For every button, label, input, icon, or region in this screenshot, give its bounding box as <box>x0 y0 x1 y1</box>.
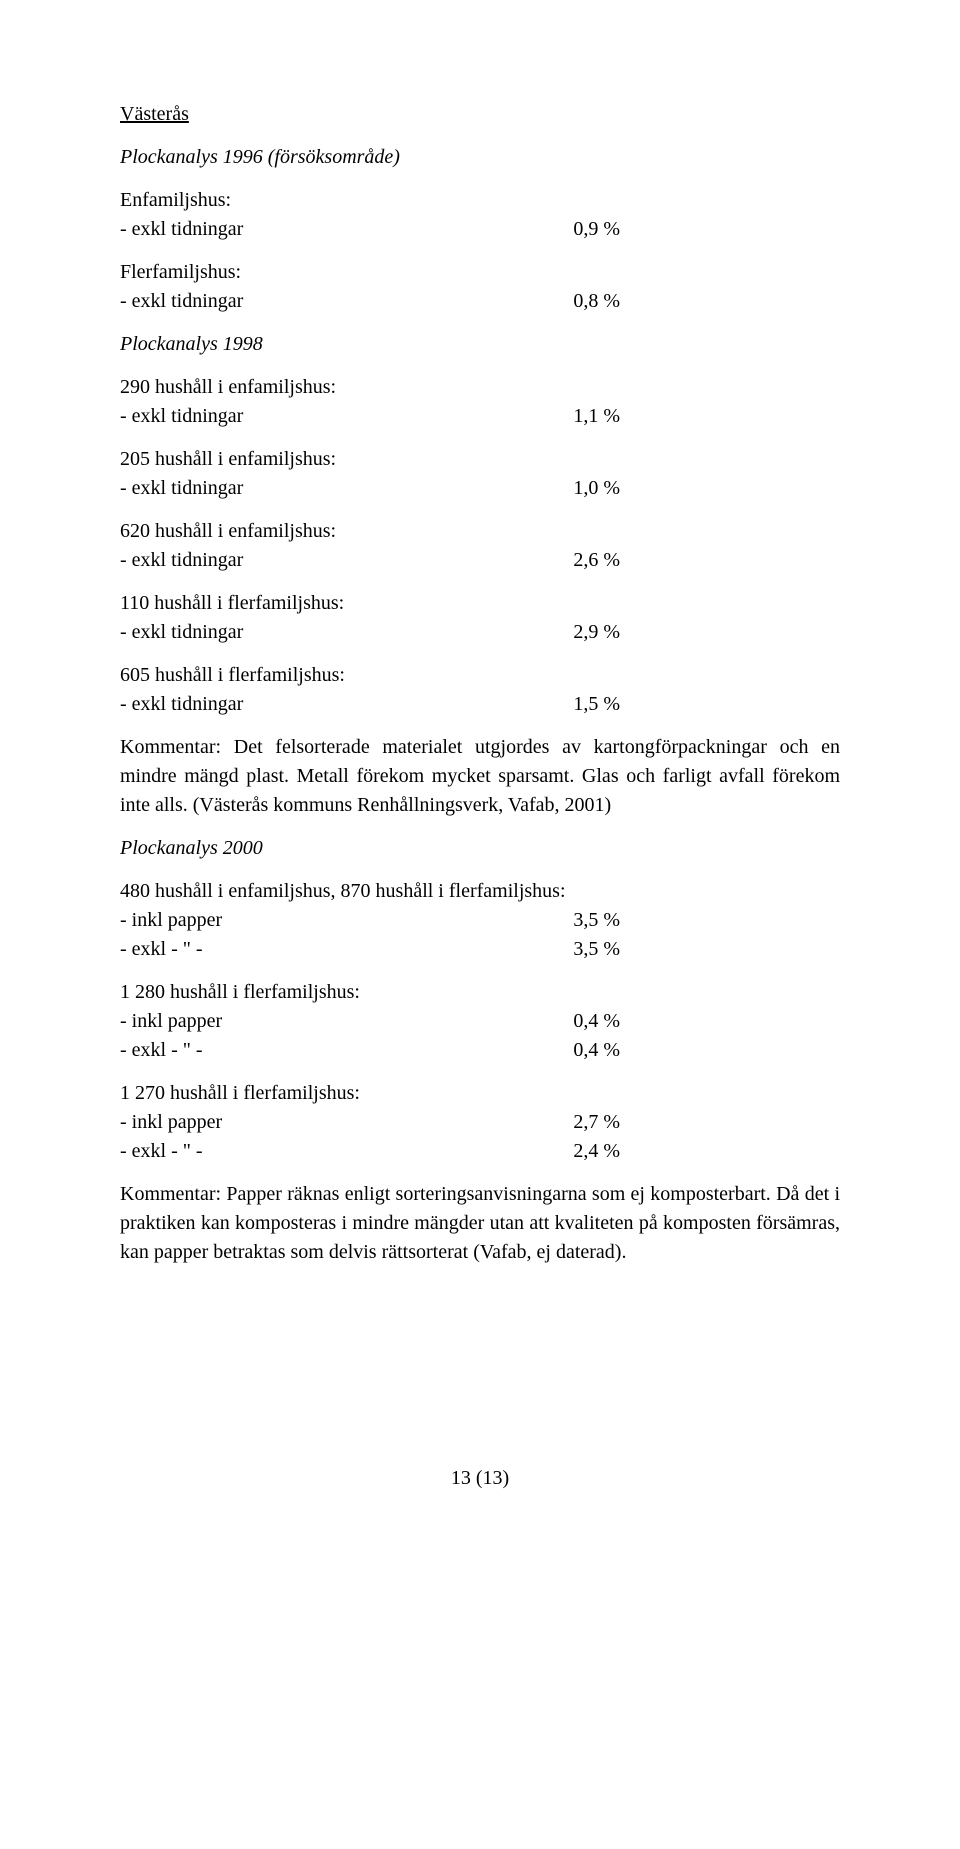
row-label: - exkl - " - <box>120 1137 203 1166</box>
document-title: Västerås <box>120 100 840 129</box>
data-row: - exkl tidningar 2,6 % <box>120 546 840 575</box>
row-value: 2,4 % <box>573 1137 840 1166</box>
group-enfam: Enfamiljshus: - exkl tidningar 0,9 % <box>120 186 840 244</box>
row-label: - exkl tidningar <box>120 546 243 575</box>
row-label: - exkl tidningar <box>120 215 243 244</box>
row-value: 2,6 % <box>573 546 840 575</box>
group-1998-3: 620 hushåll i enfamiljshus: - exkl tidni… <box>120 517 840 575</box>
group-flerfam: Flerfamiljshus: - exkl tidningar 0,8 % <box>120 258 840 316</box>
group-1998-2: 205 hushåll i enfamiljshus: - exkl tidni… <box>120 445 840 503</box>
row-value: 0,8 % <box>573 287 840 316</box>
row-value: 0,4 % <box>573 1036 840 1065</box>
page-container: Västerås Plockanalys 1996 (försöksområde… <box>0 0 960 1550</box>
group-1998-5: 605 hushåll i flerfamiljshus: - exkl tid… <box>120 661 840 719</box>
section-plock1998-title: Plockanalys 1998 <box>120 330 840 359</box>
data-row: - exkl tidningar 1,5 % <box>120 690 840 719</box>
group-2000-2: 1 280 hushåll i flerfamiljshus: - inkl p… <box>120 978 840 1065</box>
data-row: - exkl tidningar 0,9 % <box>120 215 840 244</box>
row-value: 2,7 % <box>573 1108 840 1137</box>
row-label: - exkl tidningar <box>120 402 243 431</box>
data-row: - exkl tidningar 0,8 % <box>120 287 840 316</box>
row-label: - exkl tidningar <box>120 287 243 316</box>
page-footer: 13 (13) <box>120 1467 840 1490</box>
data-row: - exkl - " - 2,4 % <box>120 1137 840 1166</box>
group-2000-1: 480 hushåll i enfamiljshus, 870 hushåll … <box>120 877 840 964</box>
group-label: 205 hushåll i enfamiljshus: <box>120 445 840 474</box>
group-label: 1 280 hushåll i flerfamiljshus: <box>120 978 840 1007</box>
data-row: - exkl tidningar 1,0 % <box>120 474 840 503</box>
data-row: - exkl tidningar 2,9 % <box>120 618 840 647</box>
group-label: 620 hushåll i enfamiljshus: <box>120 517 840 546</box>
row-value: 1,0 % <box>573 474 840 503</box>
row-value: 1,5 % <box>573 690 840 719</box>
group-label: 110 hushåll i flerfamiljshus: <box>120 589 840 618</box>
row-label: - exkl tidningar <box>120 474 243 503</box>
enfam-label: Enfamiljshus: <box>120 186 840 215</box>
group-label: 605 hushåll i flerfamiljshus: <box>120 661 840 690</box>
row-label: - exkl tidningar <box>120 618 243 647</box>
group-1998-4: 110 hushåll i flerfamiljshus: - exkl tid… <box>120 589 840 647</box>
section-plock2000-title: Plockanalys 2000 <box>120 834 840 863</box>
row-label: - inkl papper <box>120 1007 222 1036</box>
row-label: - exkl - " - <box>120 1036 203 1065</box>
group-2000-3: 1 270 hushåll i flerfamiljshus: - inkl p… <box>120 1079 840 1166</box>
row-label: - exkl tidningar <box>120 690 243 719</box>
row-label: - exkl - " - <box>120 935 203 964</box>
group-1998-1: 290 hushåll i enfamiljshus: - exkl tidni… <box>120 373 840 431</box>
row-value: 0,4 % <box>573 1007 840 1036</box>
row-value: 0,9 % <box>573 215 840 244</box>
comment-1998: Kommentar: Det felsorterade materialet u… <box>120 733 840 820</box>
row-value: 2,9 % <box>573 618 840 647</box>
data-row: - exkl - " - 0,4 % <box>120 1036 840 1065</box>
group-label: 480 hushåll i enfamiljshus, 870 hushåll … <box>120 877 840 906</box>
data-row: - inkl papper 0,4 % <box>120 1007 840 1036</box>
row-value: 3,5 % <box>573 906 840 935</box>
row-value: 1,1 % <box>573 402 840 431</box>
flerfam-label: Flerfamiljshus: <box>120 258 840 287</box>
data-row: - inkl papper 2,7 % <box>120 1108 840 1137</box>
data-row: - inkl papper 3,5 % <box>120 906 840 935</box>
data-row: - exkl tidningar 1,1 % <box>120 402 840 431</box>
row-value: 3,5 % <box>573 935 840 964</box>
section-plock1996-title: Plockanalys 1996 (försöksområde) <box>120 143 840 172</box>
group-label: 290 hushåll i enfamiljshus: <box>120 373 840 402</box>
row-label: - inkl papper <box>120 906 222 935</box>
data-row: - exkl - " - 3,5 % <box>120 935 840 964</box>
group-label: 1 270 hushåll i flerfamiljshus: <box>120 1079 840 1108</box>
row-label: - inkl papper <box>120 1108 222 1137</box>
comment-2000: Kommentar: Papper räknas enligt sorterin… <box>120 1180 840 1267</box>
